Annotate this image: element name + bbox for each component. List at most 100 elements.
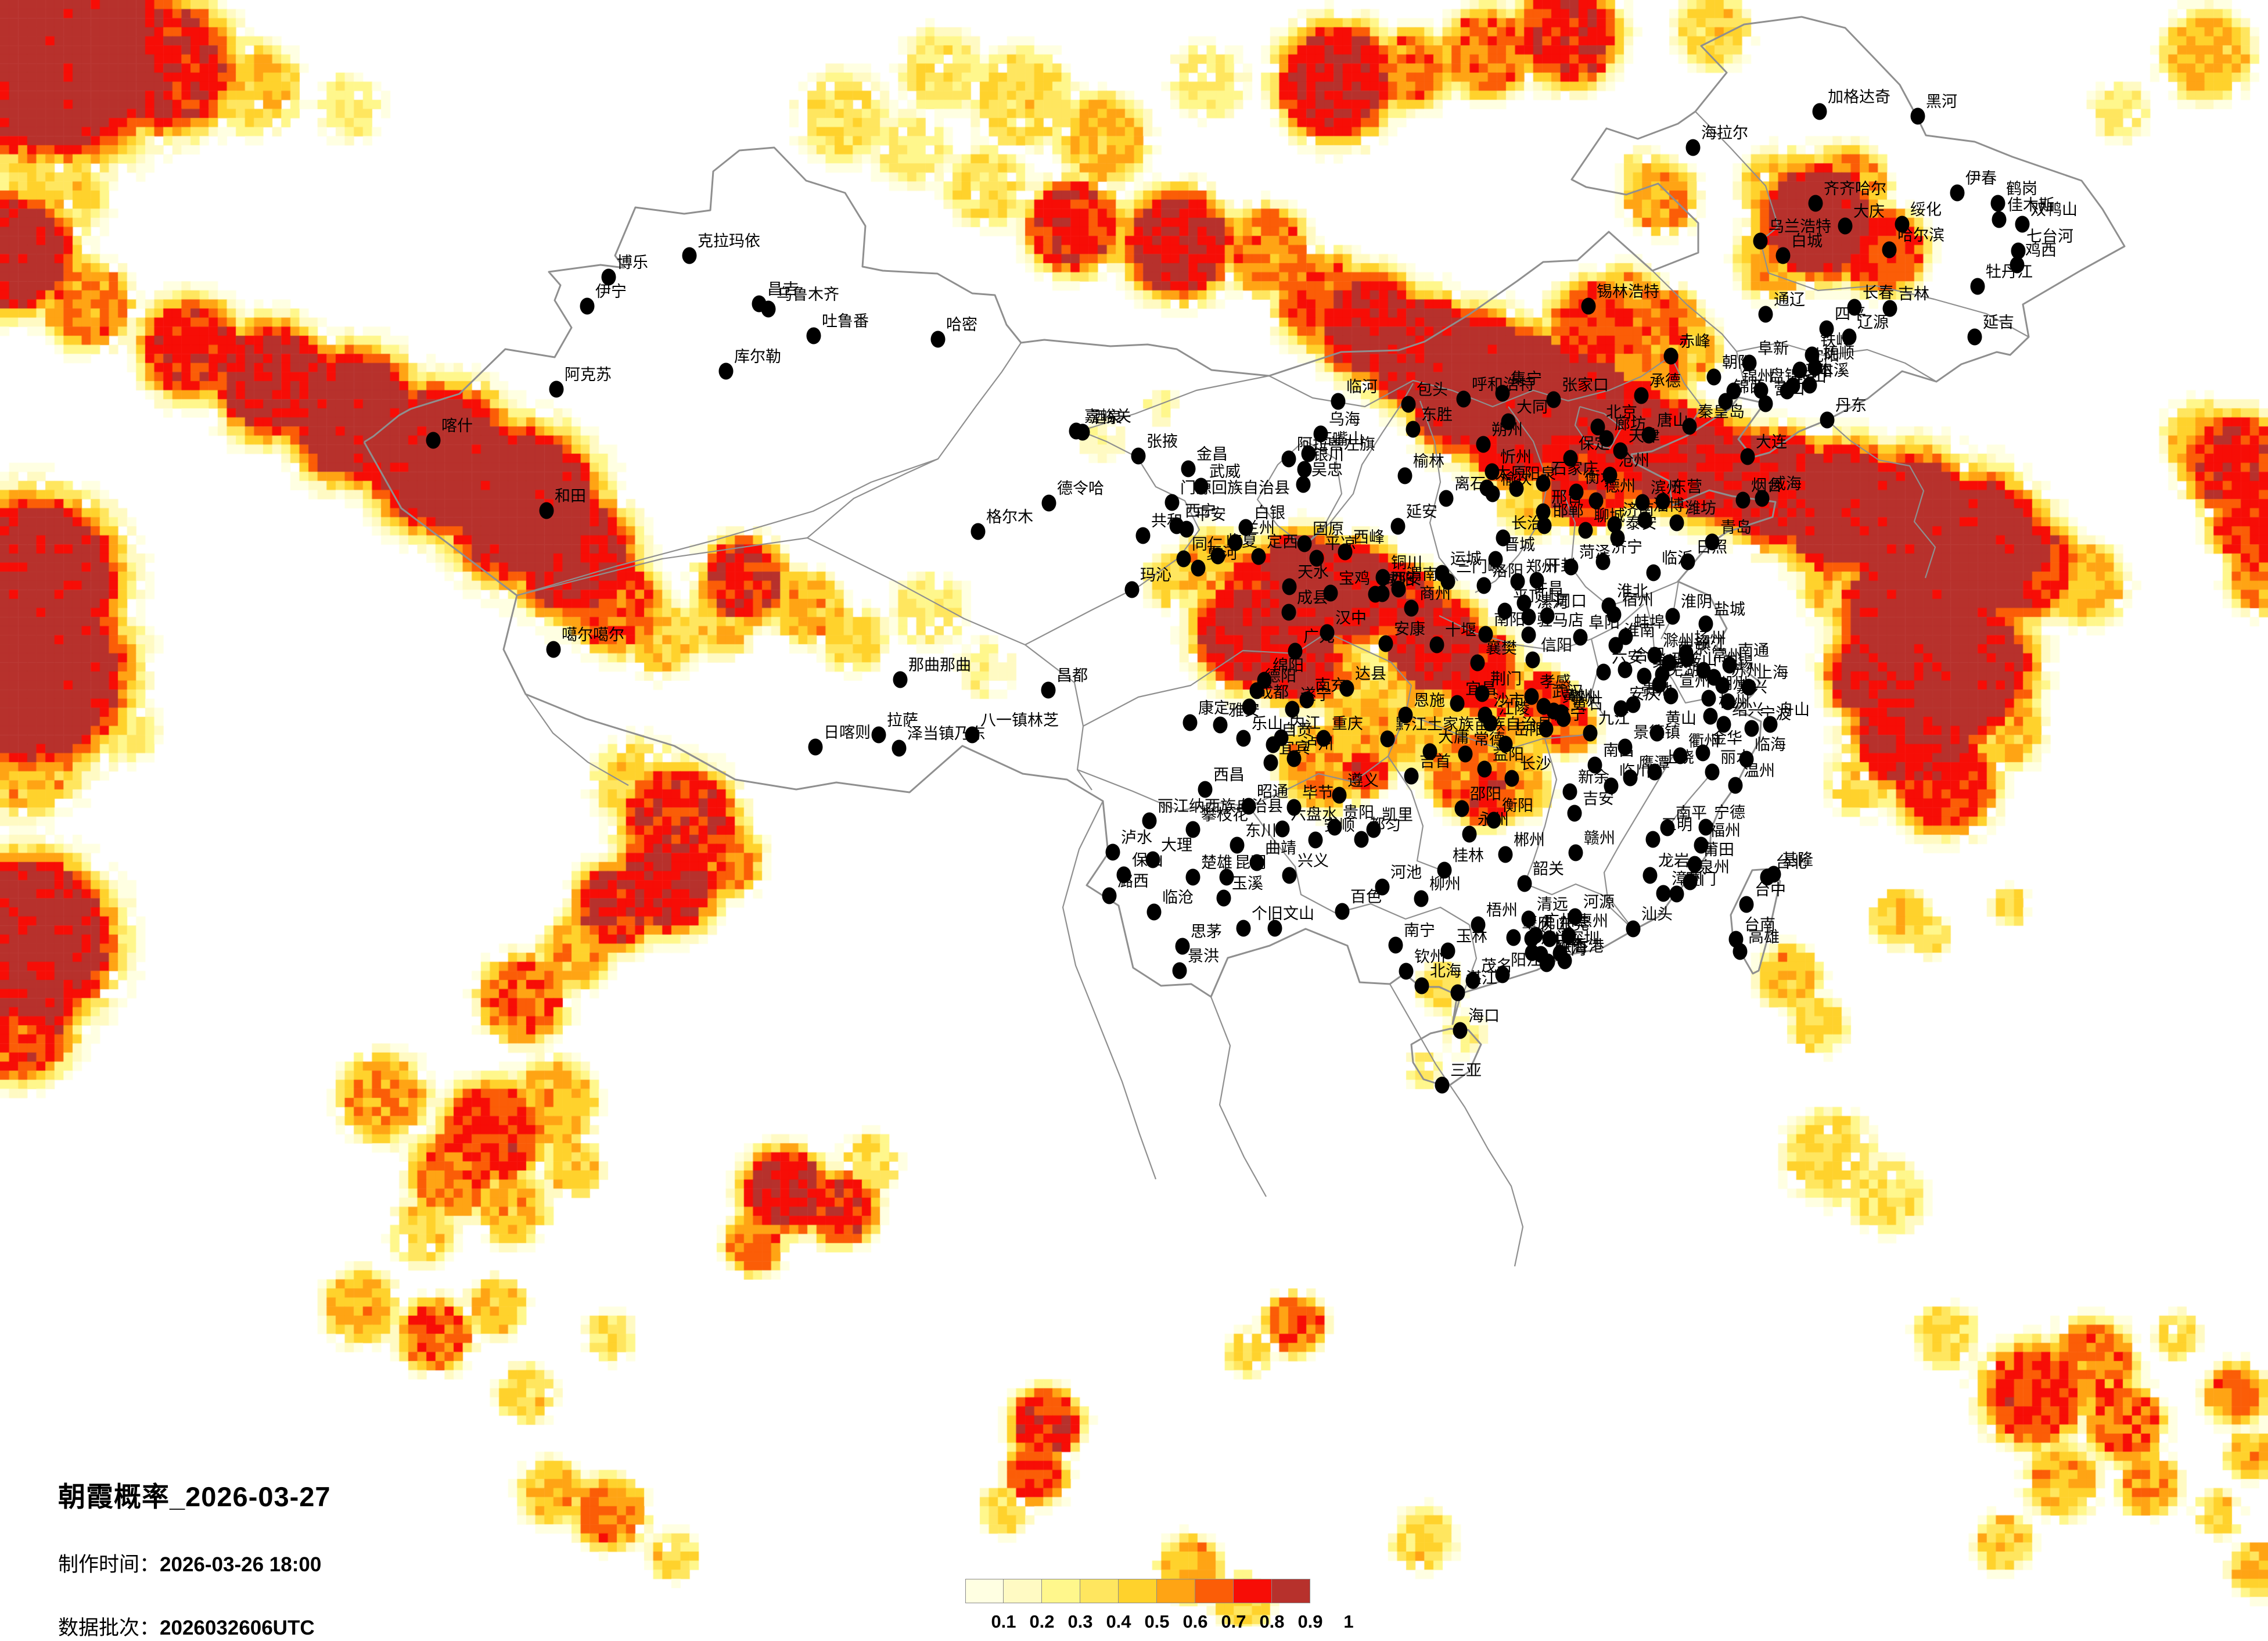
city-label: 高雄 (1748, 928, 1780, 946)
city-label: 抚顺 (1823, 344, 1854, 362)
city-dot (1378, 635, 1393, 652)
city-dot (1198, 781, 1213, 798)
city-dot (1339, 680, 1354, 697)
city-label: 乌鲁木齐 (777, 286, 839, 303)
city-label: 莆田 (1703, 841, 1734, 859)
city-dot (1456, 390, 1471, 408)
city-label: 离石 (1454, 475, 1486, 493)
city-dot (806, 327, 821, 344)
city-dot (1634, 387, 1649, 404)
city-dot (1812, 103, 1827, 120)
city-dot (1695, 744, 1710, 762)
city-label: 昌都 (1056, 667, 1088, 684)
city-label: 河池 (1390, 864, 1422, 881)
city-dot (1366, 821, 1381, 838)
city-label: 梧州 (1486, 902, 1518, 919)
city-dot (1703, 708, 1718, 725)
city-label: 临川 (1619, 763, 1651, 780)
city-label: 同仁 (1192, 536, 1223, 553)
legend-color-cells (965, 1579, 1310, 1603)
city-label: 拉萨 (887, 712, 918, 729)
city-dot (1440, 942, 1455, 960)
city-dot (682, 247, 697, 264)
city-dot (1509, 480, 1524, 497)
city-dot (1733, 943, 1748, 960)
city-dot (1842, 328, 1857, 346)
city-label: 淮阴 (1681, 593, 1712, 611)
city-label: 厦门 (1685, 871, 1716, 888)
city-label: 遵义 (1347, 772, 1379, 789)
city-dot (1716, 716, 1731, 733)
city-label: 阳江 (1511, 951, 1542, 969)
city-dot (1397, 467, 1412, 484)
city-dot (1808, 195, 1823, 212)
title-block: 朝霞概率_2026-03-27 制作时间：2026-03-26 18:00 数据… (58, 1474, 331, 1641)
city-dot (1462, 825, 1477, 843)
city-label: 伊春 (1965, 170, 1997, 187)
city-label: 海口 (1468, 1007, 1500, 1025)
city-label: 乌兰浩特 (1769, 218, 1831, 235)
city-label: 商州 (1419, 585, 1451, 602)
city-dot (1529, 572, 1544, 589)
city-dot (1182, 714, 1198, 731)
city-label: 烟台 (1751, 477, 1782, 494)
city-label: 大庸 (1438, 728, 1469, 746)
city-dot (1687, 856, 1702, 873)
city-label: 常德 (1473, 731, 1505, 748)
city-label: 哈尔滨 (1897, 227, 1944, 244)
city-dot (892, 739, 907, 757)
city-label: 延安 (1406, 503, 1437, 520)
city-label: 湛江 (1466, 969, 1497, 987)
legend-color-cell (1272, 1579, 1310, 1603)
city-label: 博乐 (617, 254, 648, 271)
city-dot (1228, 534, 1243, 551)
city-dot (1238, 519, 1253, 536)
city-dot (1656, 885, 1671, 902)
city-label: 新余 (1578, 769, 1609, 786)
city-dot (1429, 636, 1444, 653)
city-label: 安顺 (1324, 817, 1355, 834)
city-label: 玉林 (1456, 928, 1487, 945)
city-dot (1335, 903, 1350, 920)
city-label: 张家口 (1562, 376, 1609, 394)
city-label: 格尔木 (986, 508, 1033, 526)
city-dot (1673, 747, 1688, 764)
city-dot (1414, 890, 1429, 907)
city-dot (1176, 550, 1191, 568)
city-label: 吉安 (1583, 790, 1614, 807)
city-dot (1404, 767, 1419, 785)
province-boundary-20 (1667, 772, 1713, 828)
city-label: 衡阳 (1502, 797, 1533, 814)
city-label: 铁岭 (1820, 332, 1852, 349)
city-dot (1606, 606, 1622, 623)
city-dot (1698, 818, 1713, 836)
city-label: 绵阳 (1273, 657, 1304, 674)
city-label: 吉林 (1898, 285, 1929, 303)
city-label: 楚雄 (1201, 854, 1232, 871)
city-dot (1354, 831, 1369, 848)
city-label: 青岛 (1720, 519, 1752, 536)
city-dot (930, 331, 946, 348)
city-label: 通辽 (1774, 291, 1805, 308)
city-label: 营口 (1774, 380, 1805, 398)
city-label: 夏河 (1206, 545, 1238, 562)
city-label: 郑州 (1526, 558, 1557, 576)
city-label: 大连 (1756, 433, 1787, 451)
city-label: 吴忠 (1311, 461, 1343, 479)
city-dot (1485, 485, 1500, 502)
production-time-value: 2026-03-26 18:00 (160, 1553, 322, 1576)
city-label: 龙岩 (1658, 852, 1690, 870)
city-label: 香港 (1573, 938, 1604, 955)
city-dot (1728, 777, 1743, 794)
city-dot (2015, 216, 2030, 233)
city-dot (1588, 492, 1604, 509)
city-dot (1683, 873, 1698, 890)
legend-color-cell (1234, 1579, 1272, 1603)
city-dot (1655, 493, 1670, 510)
province-boundary-33 (1062, 800, 1157, 1180)
city-dot (1375, 878, 1390, 896)
city-label: 凯里 (1382, 806, 1413, 824)
province-boundary-9 (1268, 356, 1672, 408)
city-dot (1753, 382, 1769, 399)
city-dot (1763, 716, 1778, 733)
